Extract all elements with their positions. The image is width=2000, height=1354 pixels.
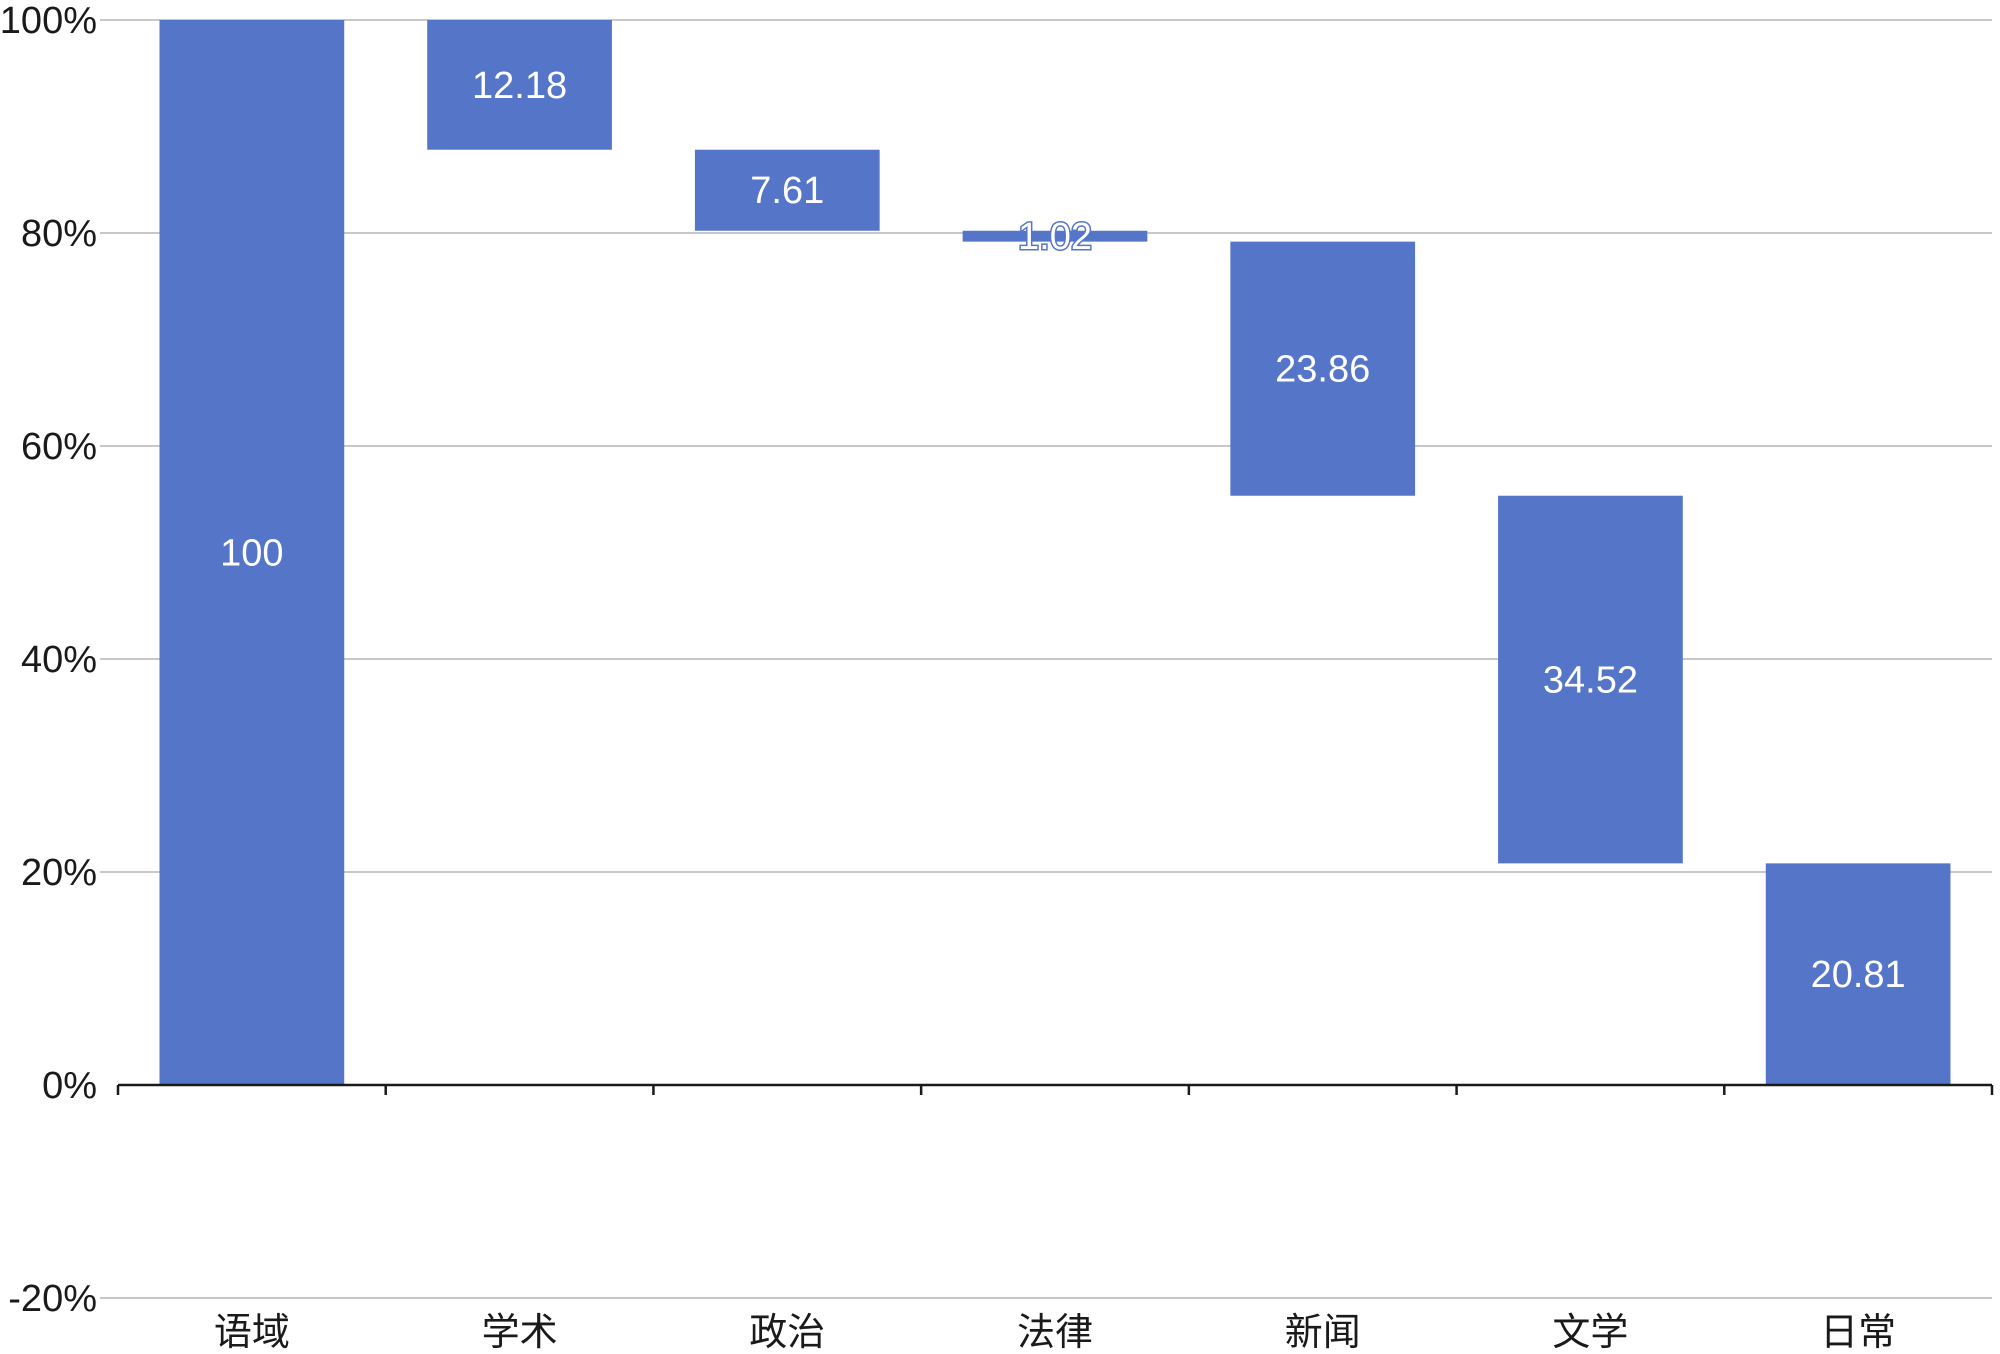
bar xyxy=(427,20,612,150)
y-tick-label: 80% xyxy=(21,213,97,255)
bar-value-label: 1.02 xyxy=(1018,216,1092,258)
bar-value-label: 100 xyxy=(220,533,283,575)
bar-value-label: 7.61 xyxy=(750,170,824,212)
y-tick-label: 100% xyxy=(0,0,97,42)
x-category-label: 新闻 xyxy=(1285,1310,1361,1354)
x-category-label: 文学 xyxy=(1552,1310,1628,1354)
x-category-label: 法律 xyxy=(1017,1310,1093,1354)
bar-value-labels: 100 12.18 7.61 1.02 23.86 34.52 20.81 xyxy=(220,65,1906,996)
x-axis xyxy=(116,1083,1994,1095)
bar-value-label: 12.18 xyxy=(472,65,567,107)
x-category-label: 政治 xyxy=(749,1310,825,1354)
bar-value-label: 23.86 xyxy=(1275,349,1370,391)
bar-value-label: 20.81 xyxy=(1811,954,1906,996)
bar xyxy=(1230,241,1416,496)
x-category-label: 日常 xyxy=(1820,1310,1896,1354)
bar xyxy=(1765,863,1951,1085)
x-category-label: 学术 xyxy=(482,1310,558,1354)
bars xyxy=(159,20,1951,1085)
y-tick-label: 20% xyxy=(21,852,97,894)
bar-value-label: 34.52 xyxy=(1543,660,1638,702)
y-tick-label: 0% xyxy=(42,1065,97,1107)
y-tick-label: -20% xyxy=(8,1278,97,1320)
y-tick-label: 40% xyxy=(21,639,97,681)
bar xyxy=(694,149,880,231)
bar xyxy=(962,230,1148,242)
gridlines xyxy=(100,19,1992,1299)
y-tick-label: 60% xyxy=(21,426,97,468)
x-axis-category-labels: 语域 学术 政治 法律 新闻 文学 日常 xyxy=(214,1310,1896,1354)
y-axis-tick-labels: -20% 0% 20% 40% 60% 80% 100% xyxy=(0,0,97,1320)
bar xyxy=(159,20,345,1085)
x-category-label: 语域 xyxy=(214,1310,290,1354)
bar xyxy=(1498,495,1683,864)
